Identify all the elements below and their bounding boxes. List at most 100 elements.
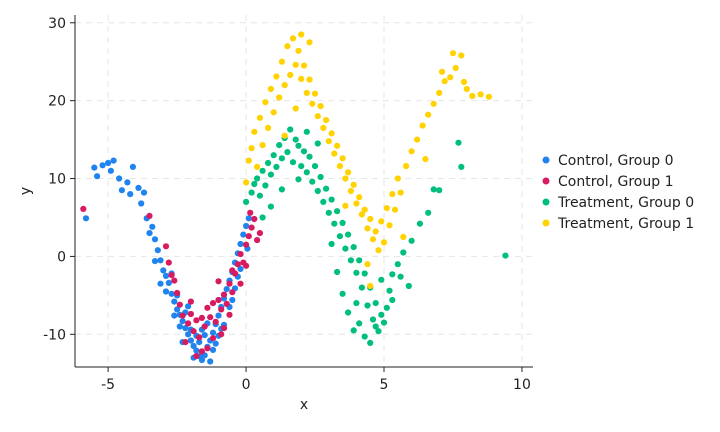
data-point	[364, 225, 371, 232]
data-point	[146, 230, 153, 237]
axes	[74, 15, 533, 368]
data-point	[267, 203, 274, 210]
data-point	[400, 249, 407, 256]
data-point	[201, 323, 208, 330]
data-point	[334, 268, 341, 276]
data-point	[394, 261, 401, 268]
data-point	[375, 247, 382, 254]
data-point	[400, 233, 407, 240]
data-point	[171, 312, 178, 319]
data-point	[342, 202, 349, 209]
data-point	[116, 175, 123, 182]
data-point	[127, 191, 134, 198]
data-point	[256, 192, 263, 199]
series-3	[243, 31, 492, 290]
data-point	[212, 340, 219, 347]
legend-label: Treatment, Group 0	[557, 195, 694, 211]
data-point	[485, 93, 492, 100]
data-point	[284, 43, 291, 50]
legend-label: Control, Group 1	[558, 174, 674, 190]
data-point	[292, 61, 299, 68]
data-point	[237, 280, 244, 287]
data-point	[245, 215, 252, 222]
data-point	[317, 103, 324, 110]
data-point	[259, 214, 266, 221]
data-point	[397, 273, 404, 280]
data-point	[243, 241, 250, 248]
data-point	[369, 316, 377, 323]
data-point	[185, 320, 192, 327]
data-point	[323, 117, 330, 124]
data-point	[320, 124, 327, 131]
data-point	[165, 279, 172, 286]
data-point	[309, 178, 316, 185]
data-point	[458, 163, 465, 170]
legend-marker	[542, 198, 550, 206]
data-point	[314, 113, 321, 120]
data-point	[430, 186, 437, 193]
data-point	[256, 114, 263, 121]
legend-item: Control, Group 1	[542, 174, 674, 190]
data-point	[243, 198, 250, 205]
data-point	[270, 152, 277, 159]
legend-label: Treatment, Group 1	[557, 216, 694, 232]
data-point	[182, 325, 189, 332]
y-tick-label: 10	[48, 172, 66, 188]
data-point	[372, 228, 379, 235]
data-point	[220, 325, 228, 332]
data-point	[162, 243, 170, 250]
data-point	[350, 327, 357, 334]
data-point	[358, 284, 365, 291]
data-point	[325, 138, 332, 145]
data-point	[380, 319, 388, 326]
data-point	[447, 74, 454, 81]
data-point	[179, 318, 186, 325]
data-point	[389, 271, 396, 278]
data-point	[94, 173, 101, 180]
data-point	[82, 215, 90, 222]
data-point	[364, 261, 371, 268]
data-point	[314, 187, 321, 195]
data-point	[345, 309, 352, 316]
data-point	[174, 306, 181, 313]
data-point	[245, 157, 252, 164]
data-point	[463, 85, 470, 93]
data-point	[394, 175, 401, 182]
data-point	[397, 189, 404, 196]
data-point	[353, 300, 360, 307]
legend-item: Treatment, Group 0	[542, 195, 694, 211]
data-point	[386, 287, 393, 294]
data-point	[187, 337, 194, 344]
series-2	[243, 126, 509, 346]
data-point	[386, 222, 393, 229]
data-point	[204, 345, 211, 352]
data-point	[201, 332, 208, 339]
data-point	[367, 215, 374, 223]
data-point	[259, 167, 266, 174]
data-point	[187, 298, 194, 305]
data-point	[295, 142, 302, 149]
data-point	[328, 240, 335, 248]
data-point	[140, 189, 148, 196]
data-point	[306, 76, 313, 83]
data-point	[292, 136, 299, 143]
data-point	[193, 317, 200, 324]
data-point	[306, 39, 313, 46]
x-tick-label: 0	[242, 377, 251, 393]
data-point	[334, 142, 341, 149]
data-point	[389, 191, 396, 198]
data-point	[311, 163, 319, 170]
data-point	[303, 89, 310, 96]
data-point	[311, 90, 319, 97]
data-point	[99, 162, 106, 169]
data-point	[347, 257, 354, 264]
x-tick-label: -5	[101, 377, 115, 393]
data-point	[190, 328, 197, 335]
data-point	[347, 187, 354, 195]
data-point	[292, 105, 299, 112]
data-point	[212, 318, 219, 325]
data-point	[124, 179, 131, 186]
data-point	[436, 89, 443, 96]
data-point	[248, 224, 255, 231]
